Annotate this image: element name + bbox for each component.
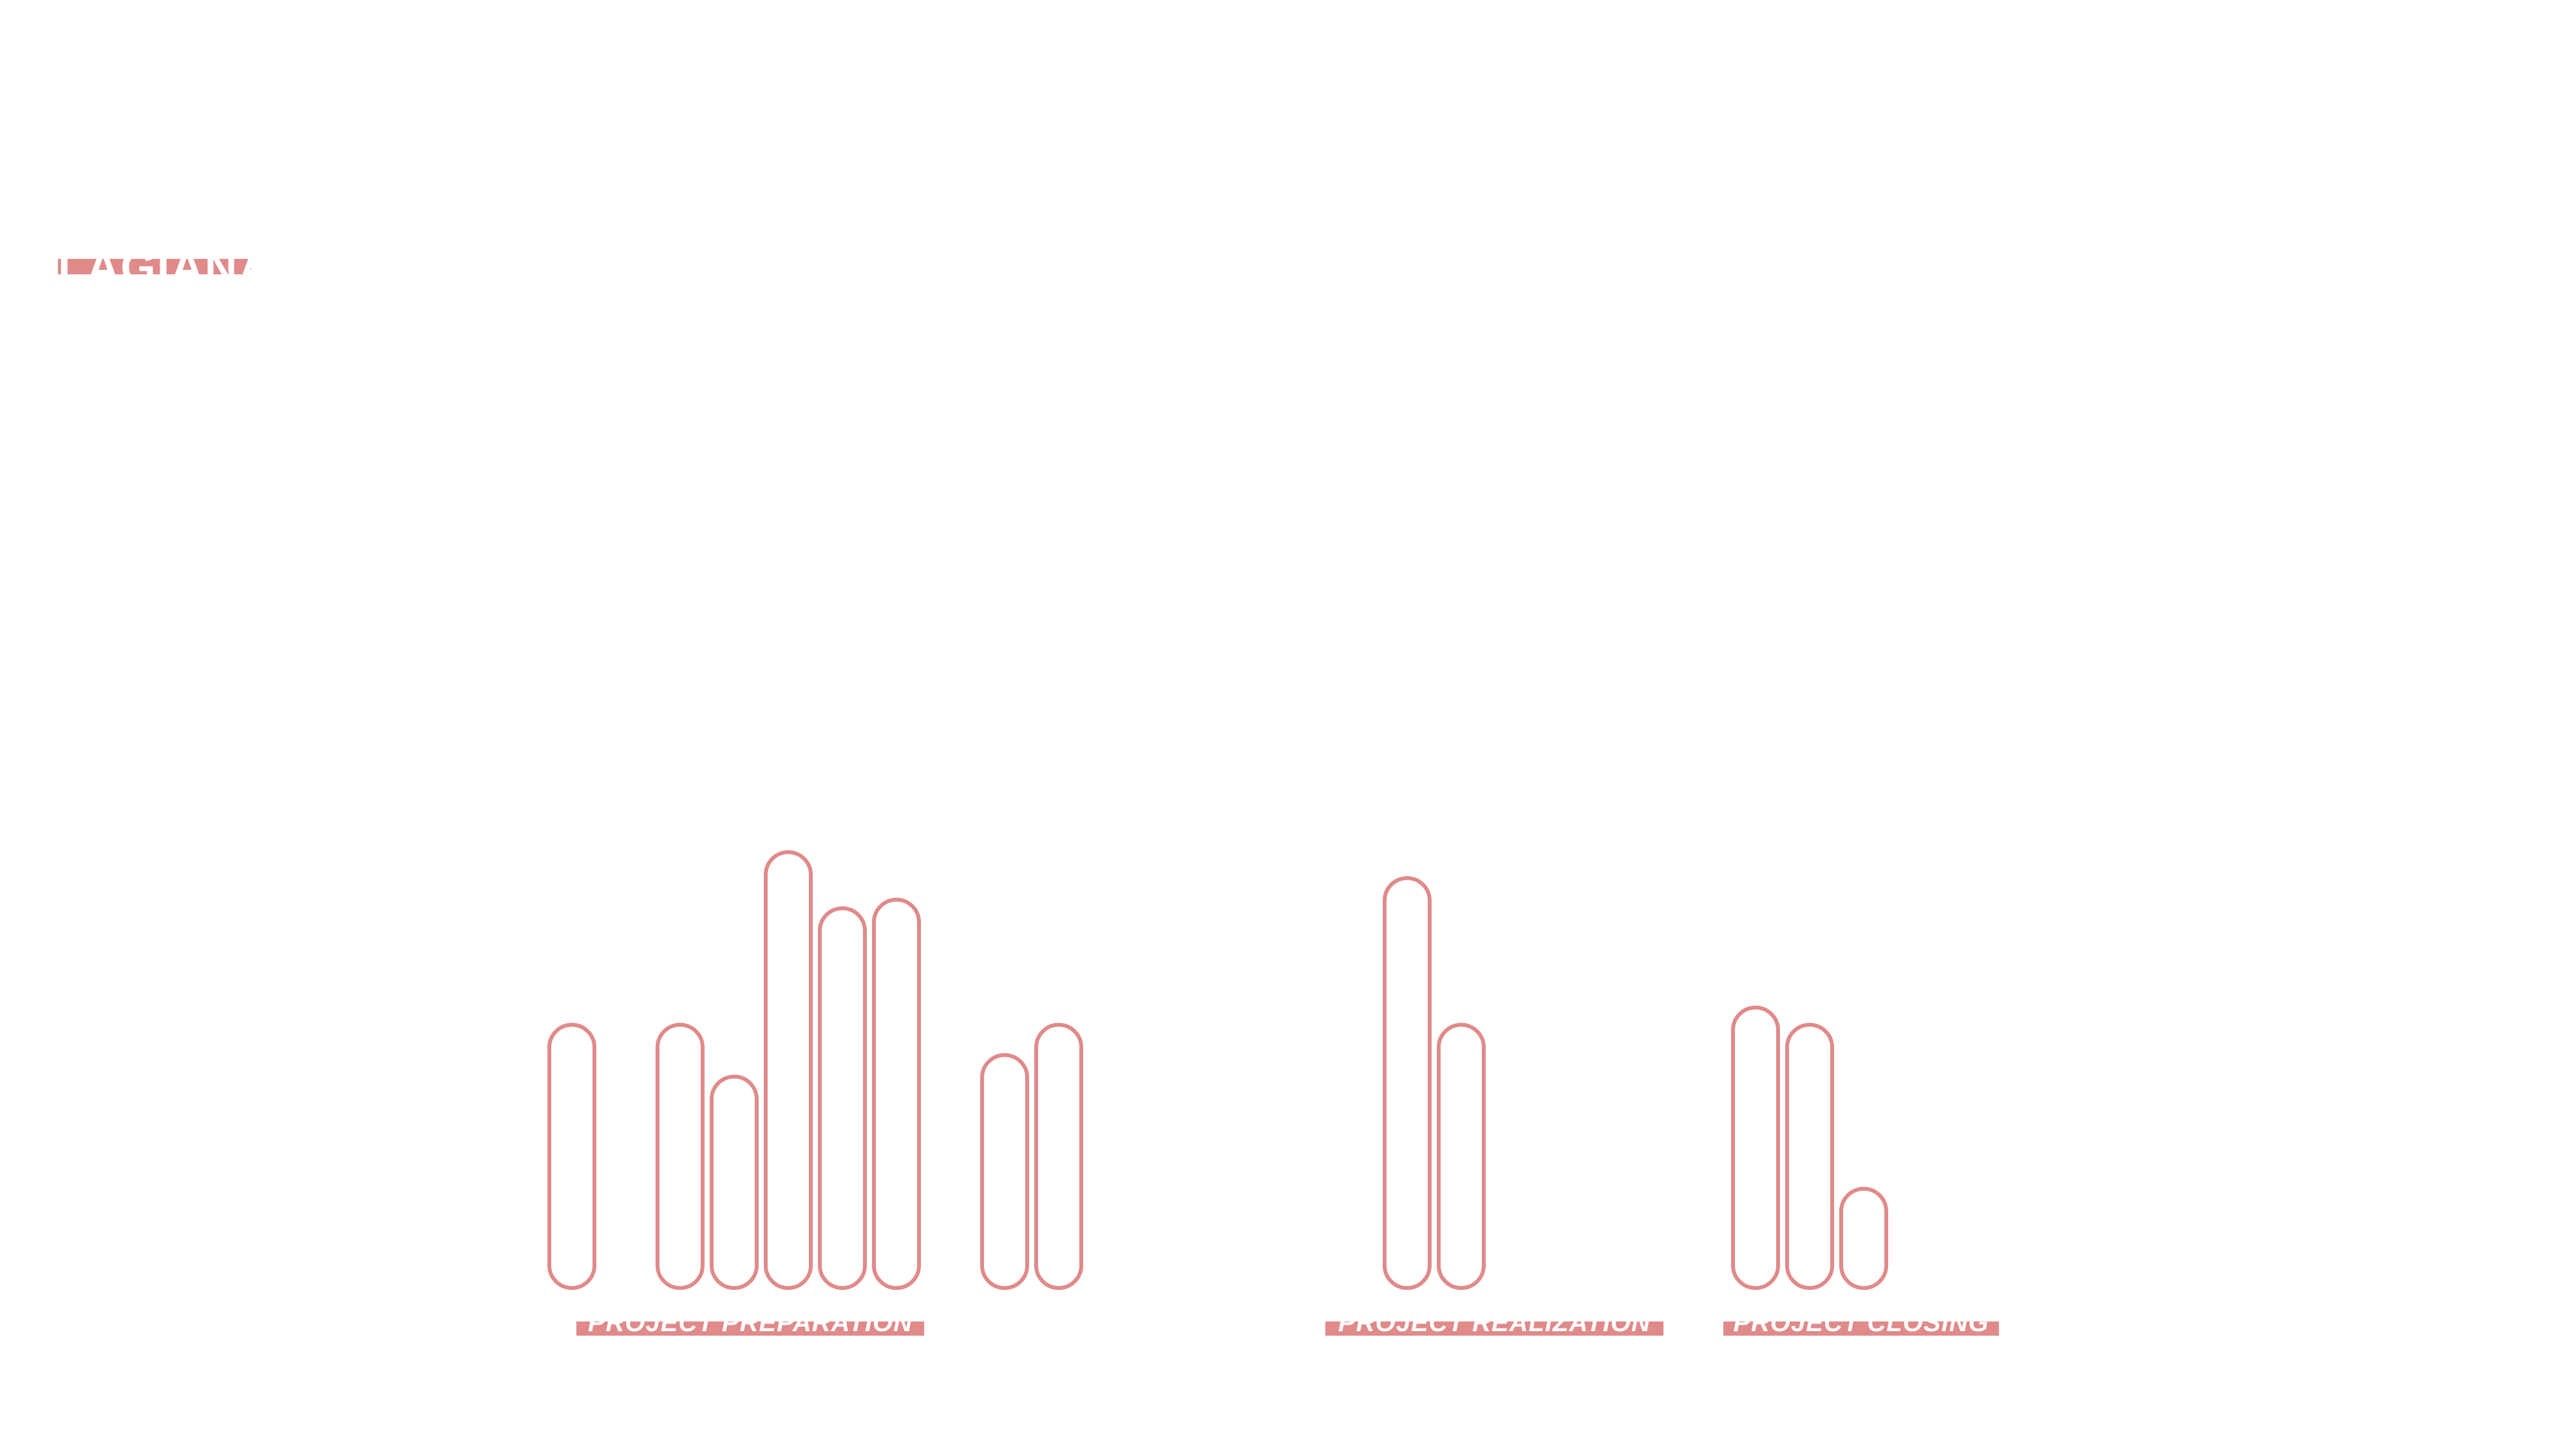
bar xyxy=(980,1053,1029,1290)
bar xyxy=(1034,1023,1083,1291)
bar xyxy=(818,906,867,1290)
bar xyxy=(872,898,921,1290)
label-project-closing: PROJECT CLOSING xyxy=(1723,1307,1999,1336)
bar xyxy=(547,1023,596,1291)
group-label: PROJECT REALIZATION xyxy=(1338,1309,1651,1336)
title-text: LAGIANA xyxy=(58,242,251,274)
label-highlight xyxy=(1325,1321,1663,1336)
bar xyxy=(1839,1186,1888,1291)
label-highlight xyxy=(576,1321,924,1336)
label-highlight xyxy=(1723,1321,1999,1336)
chart-title: LAGIANA xyxy=(58,231,251,274)
bar xyxy=(764,850,813,1291)
group-label: PROJECT CLOSING xyxy=(1733,1309,1989,1336)
bar xyxy=(710,1074,759,1290)
group-label: PROJECT PREPARATION xyxy=(587,1309,913,1336)
bar xyxy=(1383,876,1432,1290)
label-project-preparation: PROJECT PREPARATION xyxy=(576,1307,924,1336)
bar xyxy=(1731,1005,1780,1290)
bar xyxy=(656,1023,705,1291)
title-highlight xyxy=(58,259,251,274)
bar xyxy=(1785,1023,1834,1291)
bar xyxy=(1437,1023,1486,1291)
label-project-realization: PROJECT REALIZATION xyxy=(1325,1307,1663,1336)
